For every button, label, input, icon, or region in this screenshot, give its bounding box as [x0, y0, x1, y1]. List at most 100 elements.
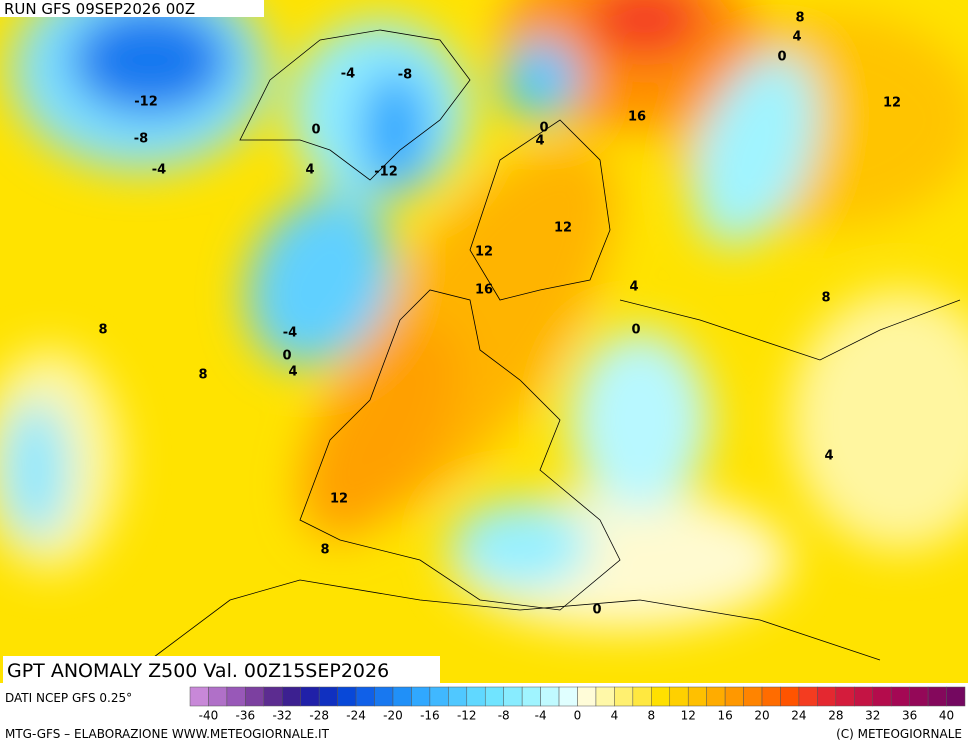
colorbar-label: 0 [574, 709, 582, 723]
colorbar-swatch [448, 686, 468, 707]
colorbar-swatch [540, 686, 560, 707]
contour-label: 8 [98, 323, 107, 338]
footer-left: MTG-GFS – ELABORAZIONE WWW.METEOGIORNALE… [5, 727, 330, 741]
colorbar-swatch [392, 686, 412, 707]
colorbar-swatch [632, 686, 652, 707]
colorbar-label: 32 [865, 709, 880, 723]
contour-label: 4 [792, 30, 801, 45]
colorbar-swatch [226, 686, 246, 707]
contour-label: -8 [134, 132, 148, 147]
colorbar-label: -8 [498, 709, 510, 723]
colorbar-swatch [854, 686, 873, 707]
colorbar-swatch [761, 686, 781, 707]
contour-label: 0 [282, 349, 291, 364]
colorbar-swatch [577, 686, 597, 707]
contour-label: 12 [330, 492, 348, 507]
colorbar-label: 8 [647, 709, 655, 723]
colorbar-swatch [263, 686, 283, 707]
run-label: RUN GFS 09SEP2026 00Z [4, 0, 195, 18]
colorbar-label: -24 [346, 709, 366, 723]
header-box [0, 0, 264, 17]
contour-label: 8 [821, 291, 830, 306]
contour-label: 0 [592, 603, 601, 618]
contour-label: 12 [883, 96, 901, 111]
contour-label: 0 [777, 50, 786, 65]
contour-label: 8 [198, 368, 207, 383]
colorbar-swatch [318, 686, 338, 707]
colorbar-swatch [355, 686, 375, 707]
colorbar-swatch [429, 686, 449, 707]
colorbar: -40 -36 -32 -28 -24 -20 -16 -12 -8 -4 0 4 8 12 16 20 24 2… [189, 686, 966, 723]
colorbar-swatch [798, 686, 818, 707]
colorbar-swatch [651, 686, 671, 707]
contour-label: 8 [320, 543, 329, 558]
colorbar-swatch [743, 686, 763, 707]
colorbar-swatch [946, 686, 966, 707]
colorbar-label: -20 [383, 709, 403, 723]
colorbar-swatch [909, 686, 929, 707]
colorbar-swatch [484, 686, 504, 707]
contour-label: 16 [628, 110, 646, 125]
contour-label: -4 [283, 326, 297, 341]
colorbar-label: -40 [199, 709, 219, 723]
colorbar-label: -16 [420, 709, 440, 723]
colorbar-swatch [706, 686, 726, 707]
colorbar-label: 36 [902, 709, 917, 723]
colorbar-swatch [466, 686, 486, 707]
colorbar-label: -36 [236, 709, 256, 723]
source-label: DATI NCEP GFS 0.25° [5, 691, 132, 705]
colorbar-swatch [245, 686, 265, 707]
contour-label: 0 [539, 121, 548, 136]
colorbar-swatch [503, 686, 523, 707]
map-field [0, 0, 968, 683]
colorbar-swatch [780, 686, 800, 707]
colorbar-swatch [300, 686, 320, 707]
contour-label: -12 [374, 165, 398, 180]
map-title: GPT ANOMALY Z500 Val. 00Z15SEP2026 [7, 660, 389, 682]
colorbar-swatch [890, 686, 910, 707]
colorbar-swatch [817, 686, 837, 707]
colorbar-label: -28 [309, 709, 329, 723]
colorbar-label: 24 [791, 709, 806, 723]
contour-label: 4 [629, 280, 638, 295]
colorbar-swatch [724, 686, 744, 707]
footer-right: (C) METEOGIORNALE [836, 727, 962, 741]
colorbar-swatch [835, 686, 855, 707]
colorbar-swatch [872, 686, 892, 707]
colorbar-label: 28 [828, 709, 843, 723]
contour-label: -8 [398, 68, 412, 83]
colorbar-label: 16 [717, 709, 732, 723]
contour-label: 4 [305, 163, 314, 178]
colorbar-label: 4 [611, 709, 619, 723]
colorbar-label: -32 [272, 709, 292, 723]
contour-label: 16 [475, 283, 493, 298]
contour-label: -4 [341, 67, 355, 82]
colorbar-label: -4 [535, 709, 547, 723]
contour-label: 4 [535, 134, 544, 149]
colorbar-swatch [208, 686, 228, 707]
colorbar-label: 20 [754, 709, 769, 723]
contour-label: 0 [631, 323, 640, 338]
contour-label: 8 [795, 11, 804, 26]
contour-label: 4 [824, 449, 833, 464]
contour-label: -4 [152, 163, 166, 178]
contour-label: 12 [554, 221, 572, 236]
colorbar-swatch [521, 686, 541, 707]
title-box [3, 656, 440, 683]
colorbar-label: -12 [457, 709, 477, 723]
coastlines [149, 29, 961, 661]
colorbar-swatch [411, 686, 431, 707]
colorbar-label: 40 [939, 709, 954, 723]
contour-label: 0 [311, 123, 320, 138]
colorbar-label: 12 [681, 709, 696, 723]
colorbar-swatch [374, 686, 394, 707]
colorbar-swatch [669, 686, 689, 707]
colorbar-swatch [595, 686, 615, 707]
contour-label: 12 [475, 245, 493, 260]
contour-label: -12 [134, 95, 158, 110]
colorbar-swatch [558, 686, 578, 707]
colorbar-swatch [282, 686, 301, 707]
